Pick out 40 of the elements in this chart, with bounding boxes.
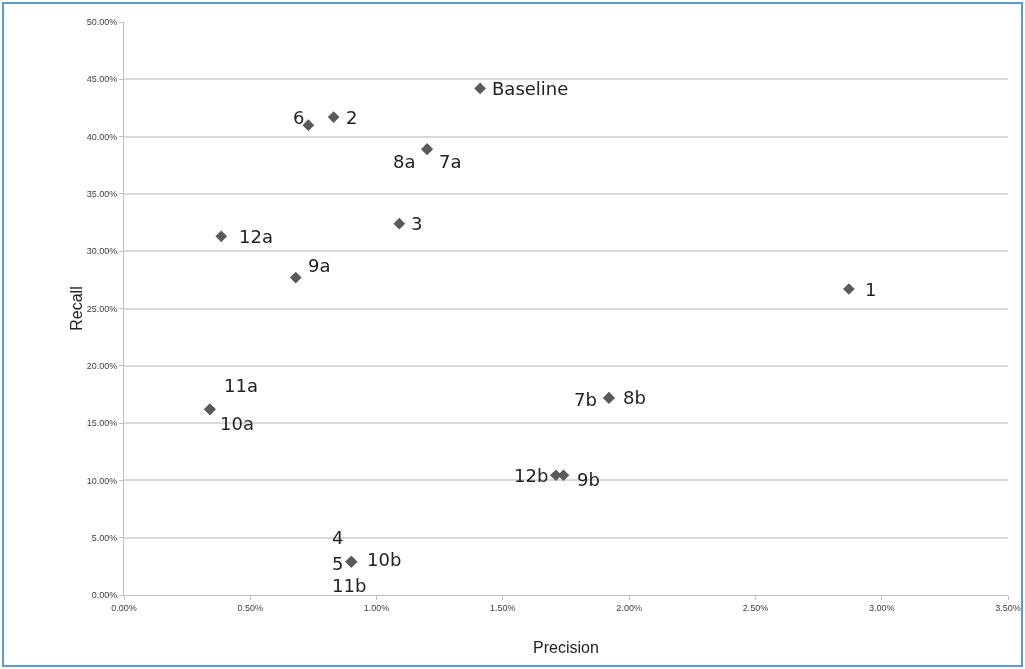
annotation: 7a [439,151,462,172]
x-tick-label: 2.00% [616,602,642,613]
annotation: 7b [574,389,597,410]
annotation: 11a [224,375,258,396]
annotation: 2 [346,107,358,128]
annotation: 11b [332,575,367,596]
x-tick-label: 0.50% [237,602,264,613]
annotation: 4 [332,527,344,548]
x-tick-label: 3.50% [995,602,1021,613]
x-tick-label: 0.00% [111,602,137,613]
y-tick-label: 50.00% [86,17,118,28]
y-axis-title: Recall [67,286,85,331]
y-tick-label: 35.00% [86,189,118,200]
annotation: 5 [332,553,344,574]
annotation: 3 [411,213,423,234]
y-tick-label: 25.00% [86,303,118,314]
x-axis-title: Precision [533,639,599,656]
y-tick-label: 15.00% [86,418,118,429]
x-tick-label: 1.00% [363,602,390,613]
x-tick-label: 3.00% [868,602,895,613]
annotation: 8a [393,151,416,172]
annotation: 12a [239,226,273,247]
y-tick-label: 0.00% [91,590,118,601]
y-tick-label: 20.00% [86,360,118,371]
x-tick-label: 2.50% [742,602,769,613]
annotation: 9a [308,255,331,276]
y-tick-label: 5.00% [91,532,118,543]
y-tick-label: 45.00% [86,74,118,85]
annotation: 6 [293,107,305,128]
x-tick-label: 1.50% [490,602,516,613]
annotation: 1 [865,279,877,300]
annotation: 10a [220,413,254,434]
annotation: Baseline [492,78,569,99]
annotation: 12b [514,465,549,486]
annotation: 9b [577,469,600,490]
y-tick-label: 40.00% [86,131,118,142]
y-tick-label: 10.00% [86,475,118,486]
y-tick-label: 30.00% [86,246,118,257]
annotation: 8b [623,387,646,408]
annotation: 10b [367,549,402,570]
